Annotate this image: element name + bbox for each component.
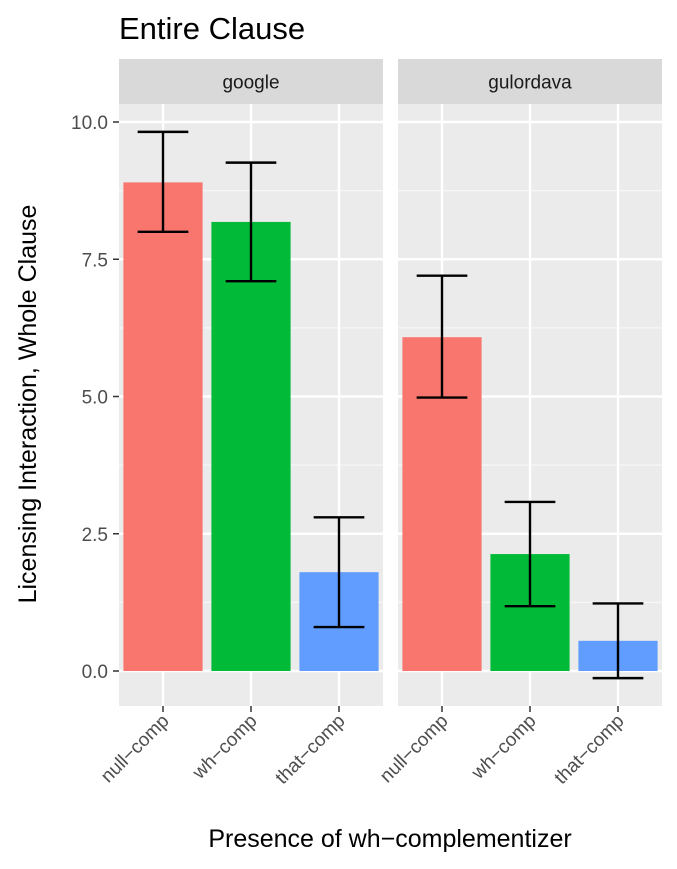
error-bar (592, 602, 644, 680)
x-tick-label: that−comp (551, 711, 629, 789)
x-tick-label: wh−comp (467, 711, 540, 784)
bar-google-0 (123, 182, 203, 671)
facet-strip (398, 59, 662, 104)
error-bar (137, 130, 189, 234)
y-tick-label: 7.5 (82, 250, 108, 271)
y-axis: 0.0 2.5 5.0 7.5 10.0 (71, 113, 119, 683)
y-tick-label: 2.5 (82, 525, 108, 546)
y-tick-label: 0.0 (82, 662, 108, 683)
x-tick-label: wh−comp (188, 711, 261, 784)
x-axis-title: Presence of wh−complementizer (208, 825, 571, 853)
y-tick-label: 5.0 (82, 388, 108, 409)
chart-title: Entire Clause (119, 11, 305, 46)
error-bar (225, 161, 277, 283)
facet-strip (119, 59, 383, 104)
error-bar (416, 274, 468, 399)
panel-google: google null−comp wh−comp that−comp (97, 59, 383, 789)
facet-label: gulordava (488, 73, 572, 94)
bar-google-1 (211, 221, 291, 671)
panel-gulordava: gulordava null−comp wh−comp that−comp (376, 59, 662, 789)
y-axis-title: Licensing Interaction, Whole Clause (14, 205, 42, 604)
y-tick-label: 10.0 (71, 113, 108, 134)
x-tick-label: that−comp (272, 711, 350, 789)
x-tick-label: null−comp (97, 711, 173, 787)
error-bar (313, 516, 365, 629)
error-bar (504, 500, 556, 608)
x-tick-label: null−comp (376, 711, 452, 787)
facet-label: google (222, 73, 279, 94)
